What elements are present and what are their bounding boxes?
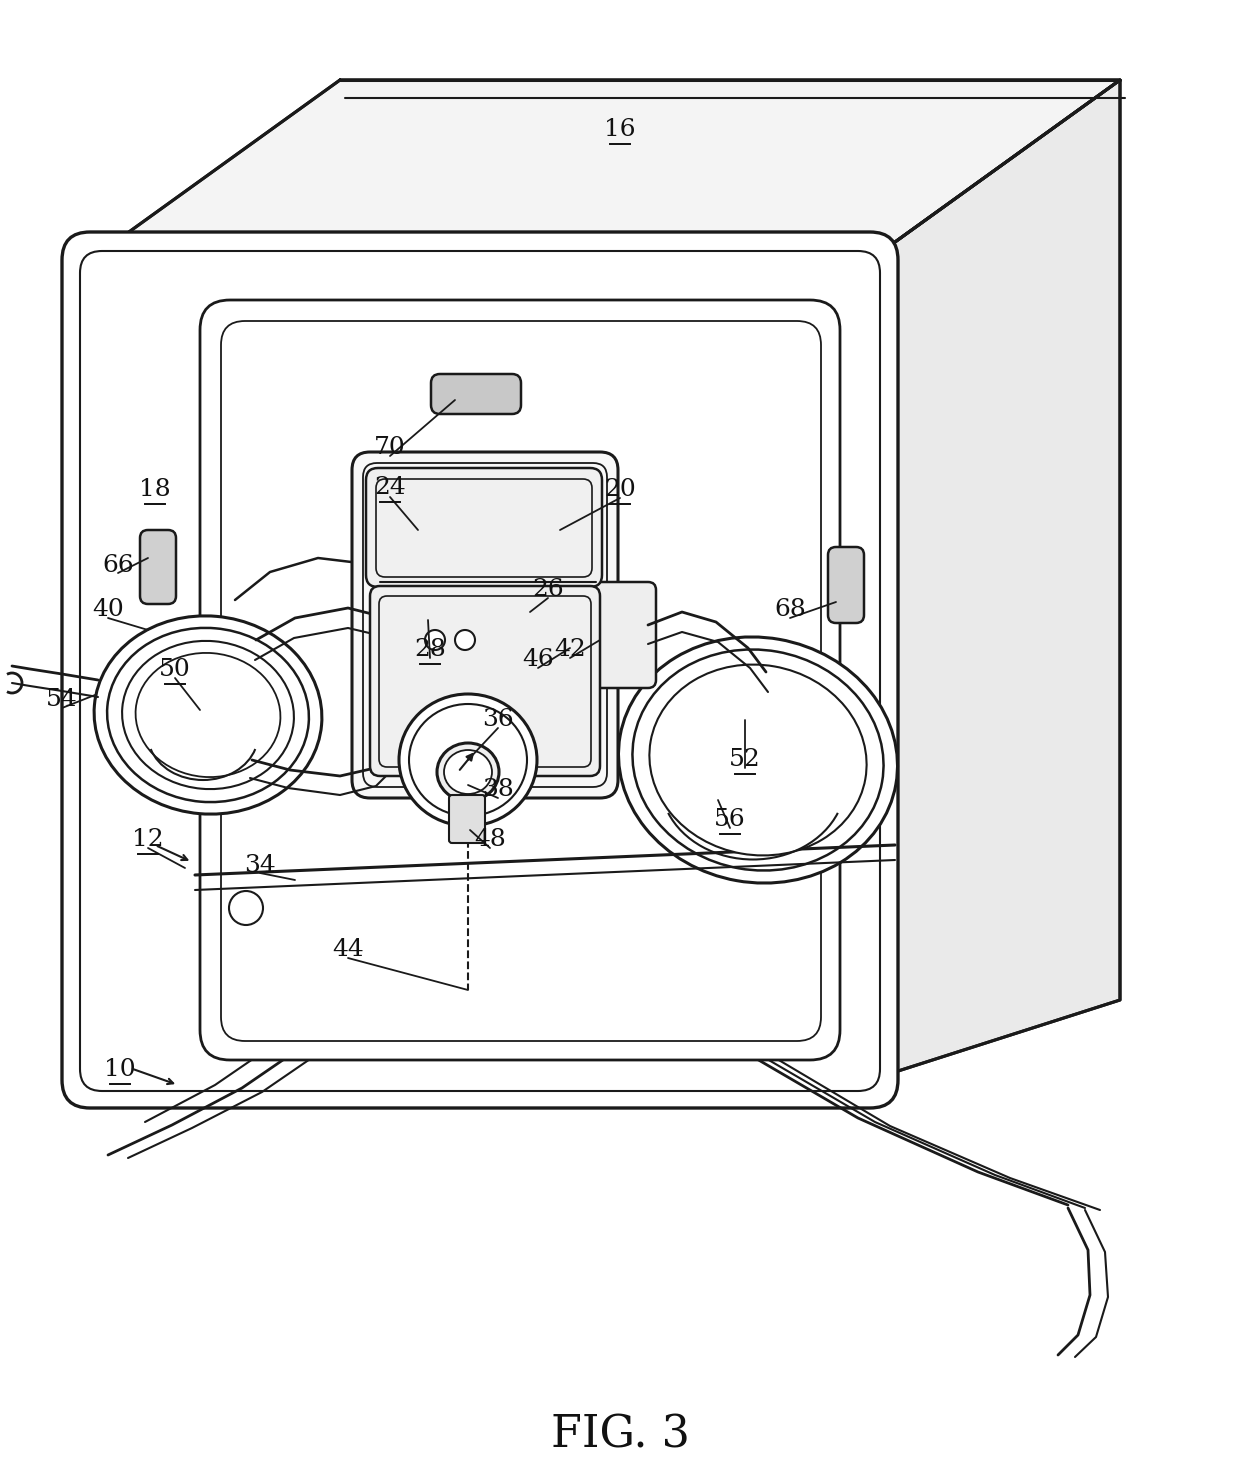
FancyBboxPatch shape — [200, 299, 839, 1060]
FancyBboxPatch shape — [366, 468, 601, 587]
Text: 12: 12 — [133, 828, 164, 852]
Text: 68: 68 — [774, 599, 806, 621]
Text: 48: 48 — [474, 828, 506, 852]
Text: 46: 46 — [522, 649, 554, 671]
Ellipse shape — [650, 664, 867, 855]
Ellipse shape — [444, 750, 492, 794]
Text: 24: 24 — [374, 477, 405, 499]
Text: 70: 70 — [374, 437, 405, 459]
Text: 34: 34 — [244, 854, 275, 876]
FancyBboxPatch shape — [352, 452, 618, 797]
Text: 42: 42 — [554, 639, 585, 661]
FancyBboxPatch shape — [449, 794, 485, 843]
Text: 36: 36 — [482, 708, 513, 732]
Text: 20: 20 — [604, 479, 636, 501]
Text: 54: 54 — [46, 689, 78, 711]
Text: 26: 26 — [532, 578, 564, 602]
Text: 40: 40 — [92, 599, 124, 621]
Ellipse shape — [135, 654, 280, 777]
Text: 18: 18 — [139, 479, 171, 501]
Text: 52: 52 — [729, 748, 761, 772]
FancyBboxPatch shape — [588, 582, 656, 688]
FancyBboxPatch shape — [828, 547, 864, 622]
Text: FIG. 3: FIG. 3 — [551, 1414, 689, 1457]
Text: 50: 50 — [159, 658, 191, 682]
Ellipse shape — [122, 640, 294, 788]
Ellipse shape — [94, 617, 322, 814]
Text: 10: 10 — [104, 1058, 136, 1082]
Text: 66: 66 — [102, 553, 134, 576]
Ellipse shape — [619, 637, 898, 883]
Text: 38: 38 — [482, 778, 513, 802]
Text: 16: 16 — [604, 119, 636, 141]
Ellipse shape — [107, 628, 309, 802]
Text: 44: 44 — [332, 938, 363, 962]
Ellipse shape — [409, 704, 527, 817]
Ellipse shape — [455, 630, 475, 651]
Polygon shape — [870, 80, 1120, 1080]
Text: 56: 56 — [714, 809, 746, 831]
Ellipse shape — [399, 694, 537, 825]
Ellipse shape — [632, 649, 884, 870]
FancyBboxPatch shape — [62, 233, 898, 1109]
Ellipse shape — [436, 742, 498, 800]
Polygon shape — [91, 80, 1120, 259]
FancyBboxPatch shape — [432, 373, 521, 413]
FancyBboxPatch shape — [140, 531, 176, 605]
FancyBboxPatch shape — [370, 585, 600, 777]
Ellipse shape — [425, 630, 445, 651]
Text: 28: 28 — [414, 639, 446, 661]
